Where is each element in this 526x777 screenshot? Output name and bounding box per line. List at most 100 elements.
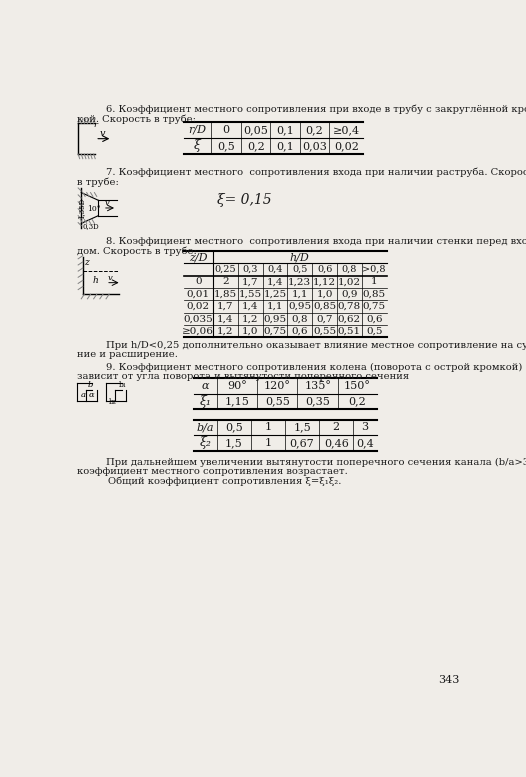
Text: ≥0,4: ≥0,4 <box>333 125 360 135</box>
Text: v: v <box>108 274 113 281</box>
Text: v: v <box>100 129 105 138</box>
Text: 0: 0 <box>195 277 201 287</box>
Text: 1,0: 1,0 <box>242 326 258 336</box>
Text: 0,9: 0,9 <box>341 290 358 298</box>
Text: зависит от угла поворота и вытянутости поперечного сечения: зависит от угла поворота и вытянутости п… <box>77 372 409 381</box>
Text: 1: 1 <box>265 437 271 448</box>
Text: α: α <box>201 381 209 391</box>
Text: 0,35: 0,35 <box>305 396 330 406</box>
Text: 120°: 120° <box>264 381 291 391</box>
Text: b₁: b₁ <box>119 382 127 389</box>
Text: 1,15: 1,15 <box>225 396 249 406</box>
Text: 0,51: 0,51 <box>338 326 361 336</box>
Text: a: a <box>80 391 85 399</box>
Text: При h/D<0,25 дополнительно оказывает влияние местное сопротивление на суже-: При h/D<0,25 дополнительно оказывает вли… <box>106 341 526 350</box>
Text: 1,4: 1,4 <box>217 315 234 323</box>
Text: 10°: 10° <box>87 205 100 213</box>
Text: ξ: ξ <box>194 140 201 152</box>
Text: b/a: b/a <box>197 423 214 433</box>
Text: 1,55: 1,55 <box>239 290 262 298</box>
Text: ξ₁: ξ₁ <box>199 395 211 408</box>
Text: 0,4: 0,4 <box>267 265 283 274</box>
Text: 0,05: 0,05 <box>243 125 268 135</box>
Text: 0,46: 0,46 <box>324 437 349 448</box>
Text: 1,5: 1,5 <box>225 437 243 448</box>
Text: 0,02: 0,02 <box>334 141 359 151</box>
Text: 0,5: 0,5 <box>225 423 243 433</box>
Text: 0,25: 0,25 <box>215 265 236 274</box>
Text: в трубе:: в трубе: <box>77 177 118 186</box>
Text: 1,1: 1,1 <box>291 290 308 298</box>
Text: ≥0,06: ≥0,06 <box>183 326 214 336</box>
Text: 9. Коэффициент местного сопротивления колена (поворота с острой кромкой): 9. Коэффициент местного сопротивления ко… <box>106 363 522 372</box>
Text: 0,3: 0,3 <box>242 265 258 274</box>
Text: h/D: h/D <box>290 253 310 263</box>
Text: 0,5: 0,5 <box>217 141 235 151</box>
Text: r: r <box>94 121 98 129</box>
Text: 0,67: 0,67 <box>290 437 315 448</box>
Text: 1: 1 <box>265 423 271 433</box>
Text: 0,75: 0,75 <box>264 326 287 336</box>
Text: b: b <box>87 382 93 389</box>
Text: 0,75: 0,75 <box>362 302 386 311</box>
Text: 0,6: 0,6 <box>317 265 332 274</box>
Text: 7. Коэффициент местного  сопротивления входа при наличии раструба. Скорость: 7. Коэффициент местного сопротивления вх… <box>106 168 526 177</box>
Text: ние и расширение.: ние и расширение. <box>77 350 177 360</box>
Text: 0,7: 0,7 <box>316 315 333 323</box>
Text: 0,55: 0,55 <box>313 326 336 336</box>
Text: >0,8: >0,8 <box>362 265 386 274</box>
Text: 1,2: 1,2 <box>217 326 234 336</box>
Text: ξ= 0,15: ξ= 0,15 <box>217 193 271 207</box>
Text: 1,23: 1,23 <box>288 277 311 287</box>
Text: 8. Коэффициент местного  сопротивления входа при наличии стенки перед вхо-: 8. Коэффициент местного сопротивления вх… <box>106 237 526 246</box>
Text: 0,6: 0,6 <box>366 315 382 323</box>
Text: кой. Скорость в трубе:: кой. Скорость в трубе: <box>77 114 196 124</box>
Text: 0,1: 0,1 <box>276 125 294 135</box>
Text: 0: 0 <box>222 125 230 135</box>
Text: 0,2: 0,2 <box>306 125 323 135</box>
Text: коэффициент местного сопротивления возрастает.: коэффициент местного сопротивления возра… <box>77 468 347 476</box>
Text: Общий коэффициент сопротивления ξ=ξ₁ξ₂.: Общий коэффициент сопротивления ξ=ξ₁ξ₂. <box>108 477 342 486</box>
Text: 0,85: 0,85 <box>362 290 386 298</box>
Text: 0,6: 0,6 <box>291 326 308 336</box>
Text: 0,01: 0,01 <box>187 290 210 298</box>
Text: α: α <box>89 391 95 399</box>
Text: 1,2: 1,2 <box>242 315 258 323</box>
Text: 2: 2 <box>332 423 340 433</box>
Text: 0,8: 0,8 <box>291 315 308 323</box>
Text: z/D: z/D <box>189 253 208 263</box>
Text: 0,4: 0,4 <box>356 437 374 448</box>
Text: v: v <box>105 199 109 207</box>
Text: 1,0: 1,0 <box>316 290 333 298</box>
Text: h: h <box>92 277 98 285</box>
Text: 2: 2 <box>222 277 229 287</box>
Text: 90°: 90° <box>227 381 247 391</box>
Text: r/D: r/D <box>188 125 207 135</box>
Text: 1,7: 1,7 <box>242 277 258 287</box>
Text: 1,4: 1,4 <box>242 302 258 311</box>
Text: 0,95: 0,95 <box>264 315 287 323</box>
Text: 0,55: 0,55 <box>265 396 290 406</box>
Text: ξ₂: ξ₂ <box>199 437 211 449</box>
Text: 1,5: 1,5 <box>294 423 311 433</box>
Text: 343: 343 <box>438 675 459 685</box>
Text: 0,8: 0,8 <box>342 265 357 274</box>
Text: 0,5: 0,5 <box>366 326 382 336</box>
Text: При дальнейшем увеличении вытянутости поперечного сечения канала (b/a>3): При дальнейшем увеличении вытянутости по… <box>106 458 526 467</box>
Text: 0,2: 0,2 <box>348 396 366 406</box>
Text: 0,02: 0,02 <box>187 302 210 311</box>
Text: 0,2: 0,2 <box>247 141 265 151</box>
Text: 1,12: 1,12 <box>313 277 336 287</box>
Text: 1,1: 1,1 <box>267 302 283 311</box>
Text: 1,85: 1,85 <box>214 290 237 298</box>
Text: 0,035: 0,035 <box>184 315 213 323</box>
Text: 0,3D: 0,3D <box>83 222 99 230</box>
Text: b₂: b₂ <box>108 399 116 406</box>
Text: 1,35D: 1,35D <box>77 197 85 218</box>
Text: 0,03: 0,03 <box>302 141 327 151</box>
Text: 0,78: 0,78 <box>338 302 361 311</box>
Text: 1: 1 <box>371 277 378 287</box>
Text: 0,95: 0,95 <box>288 302 311 311</box>
Text: 0,5: 0,5 <box>292 265 308 274</box>
Text: 3: 3 <box>361 423 368 433</box>
